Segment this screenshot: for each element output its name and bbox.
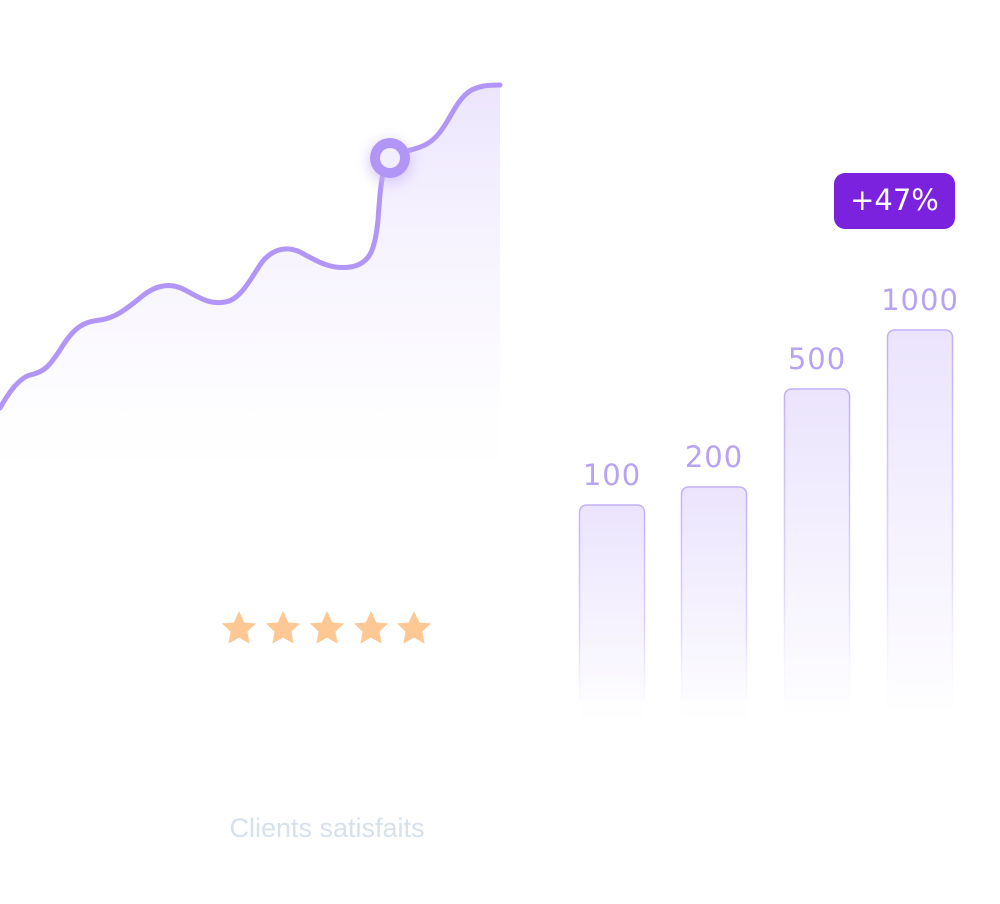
star (353, 611, 389, 644)
line (0, 82, 503, 411)
bar (578, 504, 646, 731)
stars (221, 611, 432, 644)
bars: 100 200 500 1000 (570, 283, 970, 740)
star (309, 611, 345, 644)
star (265, 611, 301, 644)
badge-text: +47% (850, 183, 939, 217)
bar (886, 329, 954, 731)
bar (680, 486, 748, 731)
bar-label: 1000 (881, 283, 959, 317)
bar-label: 200 (685, 440, 743, 474)
marker-center (380, 148, 400, 168)
caption: Clients satisfaits (229, 813, 424, 843)
star (396, 611, 432, 644)
bar-label: 500 (788, 342, 846, 376)
bar (783, 388, 851, 731)
bar-fade (570, 700, 970, 740)
area (0, 85, 500, 470)
star (221, 611, 257, 644)
badge (834, 173, 955, 229)
bar-label: 100 (583, 458, 641, 492)
